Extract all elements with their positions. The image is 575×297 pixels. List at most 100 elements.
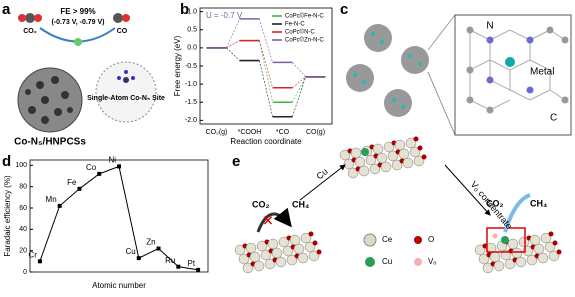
- atom: [529, 234, 541, 246]
- plot-frame: [199, 7, 333, 125]
- atom: [537, 252, 549, 264]
- y-tick-label: 0.0: [187, 45, 197, 52]
- marker: [37, 259, 42, 264]
- atom: [402, 157, 414, 169]
- product: CO: [117, 28, 128, 35]
- y-tick-label: 40: [19, 226, 27, 233]
- atom: [253, 260, 265, 272]
- atom: [369, 163, 381, 175]
- y-tick-label: -1.0: [185, 81, 197, 88]
- product: CH₄: [530, 198, 547, 208]
- atom: [492, 233, 498, 239]
- point-label: Fe: [67, 178, 77, 187]
- atom: [278, 236, 290, 248]
- atom: [308, 231, 314, 237]
- legend-text: O: [428, 235, 434, 244]
- legend-text: Vₒ: [428, 257, 436, 266]
- connector: [259, 18, 273, 63]
- atom: [485, 242, 497, 254]
- panel-c: N Metal C: [346, 14, 572, 136]
- material-label: Co-N₅/HNPCSs: [14, 137, 86, 148]
- atom: [478, 253, 490, 265]
- plot-frame: [29, 159, 209, 273]
- atom: [526, 254, 538, 266]
- point-label: Mn: [46, 195, 57, 204]
- atom: [358, 165, 370, 177]
- atom-label: N: [486, 21, 493, 32]
- atom: [260, 249, 272, 261]
- atom: [548, 250, 560, 262]
- atom: [544, 241, 556, 253]
- marker: [97, 171, 102, 176]
- atom: [394, 139, 406, 151]
- legend-text: Cu: [382, 257, 392, 266]
- marker: [57, 203, 62, 208]
- atom: [242, 262, 254, 274]
- y-tick-label: 0: [23, 269, 27, 276]
- point-label: Zn: [146, 238, 155, 247]
- atom: [421, 154, 427, 160]
- atom: [376, 152, 388, 164]
- connector: [259, 40, 273, 88]
- panel-label: c: [340, 1, 348, 18]
- charts: 1.0 0.5 0.0 -0.5 -1.0 -1.5 -2.0 CO₂(g) *COOH *CO C…: [3, 7, 333, 290]
- atom: [507, 238, 519, 250]
- atom: [380, 161, 392, 173]
- legend-text: Ce: [382, 235, 393, 244]
- y-tick-label: 100: [15, 162, 27, 169]
- atom-label: C: [550, 113, 557, 124]
- panel-label: b: [180, 1, 189, 18]
- x-axis-label: Reaction coordinate: [230, 137, 302, 146]
- reactant: CO₂: [486, 198, 504, 208]
- point-label: Pt: [188, 259, 196, 268]
- atom: [304, 241, 316, 253]
- x-tick-label: CO(g): [306, 129, 325, 136]
- connector: [292, 62, 306, 78]
- point-label: Ru: [165, 256, 175, 265]
- panel-a: FE > 99% (-0.73 V, -0.79 V) CO₂ CO Singl…: [14, 7, 165, 148]
- legend-text: CoPc©Zn-N-C: [285, 37, 324, 44]
- atom: [413, 155, 425, 167]
- atom: [552, 240, 558, 246]
- atom: [365, 154, 377, 166]
- y-tick-label: -2.0: [185, 117, 197, 124]
- marker: [196, 267, 201, 272]
- marker: [77, 186, 82, 191]
- atom: [282, 245, 294, 257]
- panel-label: d: [2, 153, 11, 170]
- atom: [297, 252, 309, 264]
- site-label: Single-Atom Co-N₅ Site: [87, 95, 165, 102]
- fe-text: FE > 99%: [60, 7, 95, 16]
- annotation: U = -0.7 V: [206, 11, 243, 20]
- atom: [482, 262, 494, 274]
- atom: [474, 244, 486, 256]
- x-axis-label: Atomic number: [92, 281, 146, 290]
- atom: [339, 149, 351, 161]
- legend-text: Fe-N-C: [285, 22, 305, 28]
- y-tick-label: -0.5: [185, 63, 197, 70]
- atom: [271, 247, 283, 259]
- atom-label: Metal: [530, 67, 554, 78]
- atom: [372, 143, 384, 155]
- panel-e: ✕ CO₂ CH₄ Cu Vₒ concentrate CO₂ CH₄ Ce O…: [234, 136, 562, 274]
- svg-text:✕: ✕: [262, 213, 274, 229]
- atom: [511, 247, 523, 259]
- atom: [275, 256, 287, 268]
- atom: [518, 236, 530, 248]
- atom: [343, 158, 355, 170]
- y-tick-label: 20: [19, 248, 27, 255]
- atom: [533, 243, 545, 255]
- atom: [312, 240, 318, 246]
- connector: [259, 60, 273, 117]
- x-tick-label: *CO: [276, 129, 290, 136]
- atom: [556, 249, 562, 255]
- marker: [176, 264, 181, 269]
- y-tick-label: 1.0: [187, 8, 197, 15]
- connector: [292, 76, 306, 88]
- line: [39, 165, 199, 271]
- x-tick-label: CO₂(g): [206, 129, 228, 136]
- atom: [289, 234, 301, 246]
- atom: [383, 141, 395, 153]
- legend-text: CoPc©N-C: [285, 29, 315, 36]
- atom: [316, 249, 322, 255]
